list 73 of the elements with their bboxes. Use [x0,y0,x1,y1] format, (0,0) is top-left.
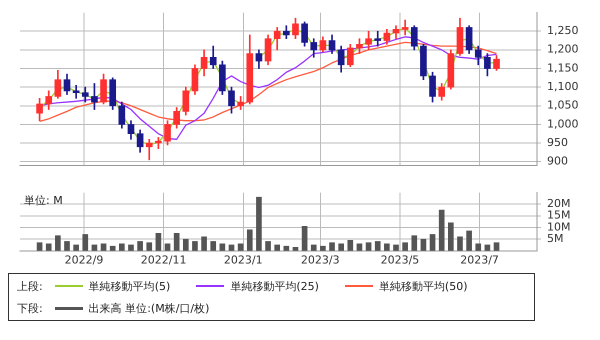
bar [55,235,61,251]
bar [310,244,317,251]
bar [82,234,88,251]
y-tick-label: 10M [547,220,570,234]
y-tick-label: 1,050 [547,98,578,112]
legend-label: 出来高 単位:(M株/口/枚) [88,300,210,316]
bar [302,226,308,251]
legend-label: 単純移動平均(5) [88,278,170,294]
y-tick-label: 1,200 [547,42,578,56]
bar [356,243,362,251]
bar [484,244,490,251]
bar [210,241,216,251]
legend-label: 単純移動平均(50) [378,278,468,294]
y-tick-label: 15M [547,208,570,222]
bar [36,242,42,251]
bar [384,243,390,251]
x-tick-label: 2022/9 [64,253,104,266]
bar [192,241,198,251]
y-tick-label: 1,250 [547,24,578,38]
y-tick-label: 20M [547,197,570,210]
bar [366,242,372,251]
bar [430,234,436,251]
bar [374,241,381,251]
bar [292,246,298,251]
bar [420,238,426,251]
bar [228,244,234,251]
bar [238,243,244,251]
bar [402,242,408,251]
bar [64,241,70,251]
bar [494,242,500,251]
bar [174,233,180,251]
legend-label: 単純移動平均(25) [230,278,319,294]
bar [274,244,280,251]
bar [475,243,482,251]
x-tick-label: 2023/1 [224,253,263,266]
bar [438,210,445,251]
bar [92,244,98,251]
y-tick-label: 1,100 [547,80,578,93]
x-tick-label: 2023/5 [380,253,420,266]
bar [164,243,170,251]
y-tick-label: 900 [547,154,568,168]
bar [46,243,52,251]
bar [201,236,207,251]
y-tick-label: 1,000 [547,117,578,130]
bar [466,230,472,251]
bar [119,243,125,251]
bar [411,235,418,251]
y-tick-label: 1,150 [547,61,578,74]
y-tick-label: 5M [547,232,564,246]
bar [347,240,354,251]
bar [182,238,189,251]
bar [220,243,226,251]
bar [338,243,344,251]
bar [457,236,463,251]
x-tick-label: 2023/3 [300,253,340,266]
bar [448,222,454,251]
bar [73,244,79,251]
bar [137,241,143,251]
bar [128,244,134,251]
legend-title: 下段: [17,300,43,316]
bar [246,230,253,251]
bar [256,196,262,251]
bar [393,244,399,251]
bar [329,242,335,251]
legend-title: 上段: [17,278,43,294]
bar [265,241,271,251]
x-tick-label: 2022/11 [140,253,186,266]
y-axis-title: 単位: M [24,194,63,207]
y-tick-label: 950 [547,136,568,149]
bar [146,242,152,251]
bar [156,233,162,251]
x-tick-label: 2023/7 [460,253,499,266]
bar [100,243,106,251]
